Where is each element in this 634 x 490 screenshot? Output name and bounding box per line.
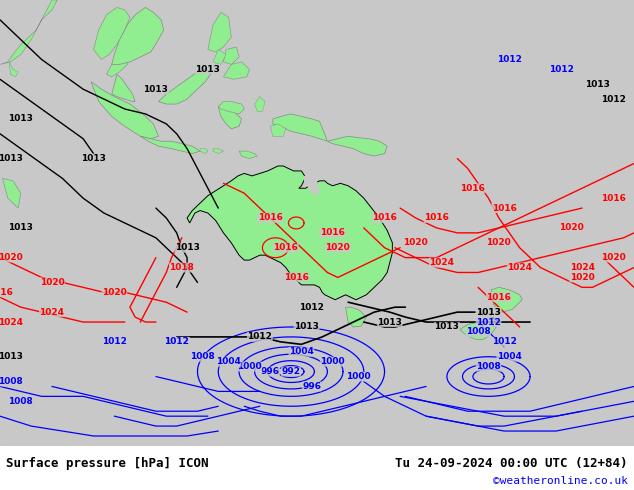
Text: 1016: 1016 <box>273 243 298 252</box>
Polygon shape <box>3 178 21 208</box>
Polygon shape <box>107 45 130 77</box>
Polygon shape <box>112 74 135 101</box>
Text: 1016: 1016 <box>424 214 449 222</box>
Polygon shape <box>460 322 496 340</box>
Text: 1020: 1020 <box>325 243 350 252</box>
Text: 1012: 1012 <box>247 332 272 342</box>
Polygon shape <box>10 62 18 77</box>
Text: Tu 24-09-2024 00:00 UTC (12+84): Tu 24-09-2024 00:00 UTC (12+84) <box>395 457 628 470</box>
Text: 1008: 1008 <box>476 362 501 371</box>
Text: 1000: 1000 <box>237 362 262 371</box>
Text: 1020: 1020 <box>559 223 584 232</box>
Text: 1004: 1004 <box>216 357 241 366</box>
Polygon shape <box>304 176 320 196</box>
Polygon shape <box>491 287 522 312</box>
Text: 1024: 1024 <box>569 263 595 272</box>
Text: 1012: 1012 <box>491 337 517 346</box>
Polygon shape <box>273 114 327 141</box>
Text: 1012: 1012 <box>497 55 522 64</box>
Text: 1016: 1016 <box>491 203 517 213</box>
Text: 1020: 1020 <box>403 238 428 247</box>
Text: 1020: 1020 <box>601 253 626 262</box>
Text: 1013: 1013 <box>294 322 319 332</box>
Text: 1013: 1013 <box>143 85 169 94</box>
Text: 1018: 1018 <box>169 263 195 272</box>
Text: 1024: 1024 <box>0 318 23 326</box>
Text: 1013: 1013 <box>174 243 200 252</box>
Text: 1020: 1020 <box>486 238 511 247</box>
Text: 1013: 1013 <box>0 154 23 163</box>
Text: 1016: 1016 <box>320 228 345 237</box>
Text: 1013: 1013 <box>585 80 610 89</box>
Text: 1013: 1013 <box>476 308 501 317</box>
Polygon shape <box>187 166 392 300</box>
Text: 1013: 1013 <box>81 154 106 163</box>
Polygon shape <box>208 12 231 52</box>
Text: 1016: 1016 <box>601 194 626 203</box>
Text: 1016: 1016 <box>486 293 512 302</box>
Polygon shape <box>218 106 242 129</box>
Polygon shape <box>91 82 158 139</box>
Polygon shape <box>218 101 244 114</box>
Polygon shape <box>213 148 223 153</box>
Polygon shape <box>158 70 210 104</box>
Text: 1004: 1004 <box>289 347 314 356</box>
Text: 1013: 1013 <box>476 308 501 317</box>
Text: 1016: 1016 <box>284 273 309 282</box>
Text: 1012: 1012 <box>164 337 189 346</box>
Text: 1013: 1013 <box>8 223 33 232</box>
Polygon shape <box>112 7 164 64</box>
Text: 1008: 1008 <box>190 352 215 361</box>
Text: 1008: 1008 <box>466 327 491 337</box>
Polygon shape <box>94 7 130 59</box>
Text: 1008: 1008 <box>8 397 33 406</box>
Text: 1013: 1013 <box>377 318 402 326</box>
Text: 1012: 1012 <box>476 318 501 326</box>
Text: 1020: 1020 <box>39 278 64 287</box>
Polygon shape <box>223 62 249 79</box>
Text: 1013: 1013 <box>434 322 460 332</box>
Text: 996: 996 <box>302 382 321 391</box>
Text: 996: 996 <box>261 367 280 376</box>
Polygon shape <box>140 136 200 153</box>
Text: 1012: 1012 <box>299 303 324 312</box>
Text: 1020: 1020 <box>570 273 595 282</box>
Text: 1008: 1008 <box>0 377 23 386</box>
Text: 1024: 1024 <box>429 258 454 267</box>
Text: 1020: 1020 <box>0 253 23 262</box>
Text: 1012: 1012 <box>102 337 127 346</box>
Polygon shape <box>255 97 265 112</box>
Text: 1000: 1000 <box>346 372 371 381</box>
Text: 1016: 1016 <box>0 288 13 297</box>
Text: 1020: 1020 <box>102 288 127 297</box>
Text: 1013: 1013 <box>8 114 33 123</box>
Text: 1024: 1024 <box>39 308 65 317</box>
Polygon shape <box>327 136 387 156</box>
Text: 1012: 1012 <box>549 65 574 74</box>
Text: 1024: 1024 <box>507 263 532 272</box>
Polygon shape <box>213 49 226 64</box>
Polygon shape <box>200 148 208 153</box>
Text: 1012: 1012 <box>601 95 626 103</box>
Text: 1016: 1016 <box>258 214 283 222</box>
Text: 1000: 1000 <box>320 357 345 366</box>
Text: ©weatheronline.co.uk: ©weatheronline.co.uk <box>493 476 628 486</box>
Text: 1016: 1016 <box>460 184 486 193</box>
Text: 1013: 1013 <box>195 65 220 74</box>
Polygon shape <box>346 307 366 327</box>
Polygon shape <box>270 124 286 136</box>
Text: Surface pressure [hPa] ICON: Surface pressure [hPa] ICON <box>6 457 209 470</box>
Polygon shape <box>223 47 239 64</box>
Text: 1004: 1004 <box>497 352 522 361</box>
Text: 992: 992 <box>281 367 301 376</box>
Text: 1012: 1012 <box>164 337 189 346</box>
Text: 1016: 1016 <box>372 214 397 222</box>
Text: 1013: 1013 <box>0 352 23 361</box>
Polygon shape <box>239 151 257 159</box>
Polygon shape <box>0 0 57 64</box>
